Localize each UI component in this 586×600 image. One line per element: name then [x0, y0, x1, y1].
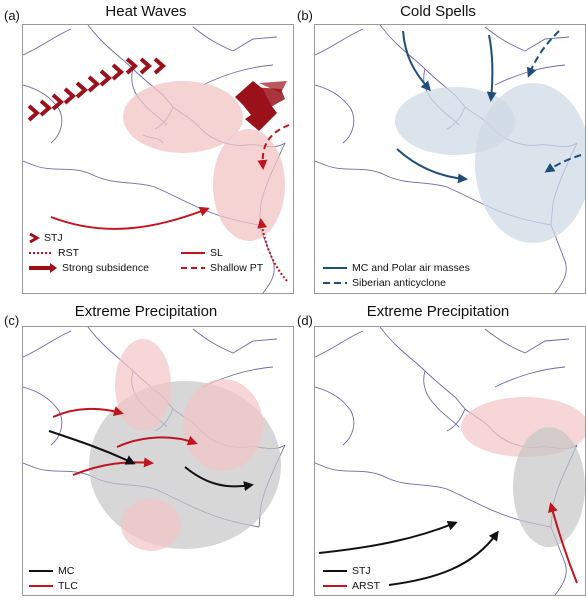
stj-region-levant: [513, 427, 585, 547]
panel-cold-spells: [314, 24, 586, 294]
rst-arrow: [257, 218, 288, 282]
panel-c-title: Extreme Precipitation: [74, 303, 218, 320]
shallow-pt-arrow: [257, 124, 290, 170]
panel-a-title: Heat Waves: [105, 3, 187, 20]
legend-tlc: TLC: [29, 580, 78, 592]
tlc-arrow-2: [72, 457, 154, 476]
mc-arrow-2: [486, 34, 497, 102]
tlc-arrow-3: [116, 435, 198, 448]
siberian-arrow-1: [526, 30, 560, 78]
mc-arrow-2: [184, 466, 254, 492]
map-cold-spells: [315, 25, 585, 293]
stj-arrow-1: [318, 520, 458, 554]
stj-arrow-2: [388, 530, 499, 586]
tlc-region-north: [115, 339, 171, 431]
tlc-region-south: [121, 499, 181, 551]
panel-a-label: (a): [4, 8, 20, 23]
stj-chevrons: [27, 57, 167, 122]
legend-sl: SL: [181, 247, 223, 259]
panel-b-label: (b): [297, 8, 313, 23]
legend-rst: RST: [29, 247, 79, 259]
legend-strong-subsidence: Strong subsidence: [28, 262, 149, 274]
map-heat-waves: [23, 25, 290, 293]
mc-arrow-1: [48, 430, 136, 465]
legend-stj-d: STJ: [323, 565, 371, 577]
legend-siberian-anticyclone: Siberian anticyclone: [323, 277, 446, 289]
legend-stj: STJ: [28, 232, 63, 244]
panel-d-label: (d): [297, 313, 313, 328]
legend-mc: MC: [29, 565, 75, 577]
legend-arst: ARST: [323, 580, 381, 592]
heat-region-levant: [213, 129, 285, 241]
heat-region-aegean: [123, 81, 243, 153]
panel-extreme-precip-d: [314, 326, 586, 596]
siberian-arrow-2: [544, 154, 582, 173]
panel-b-title: Cold Spells: [400, 3, 476, 20]
mc-arrow-1: [402, 30, 431, 92]
legend-mc-polar: MC and Polar air masses: [323, 262, 470, 274]
tlc-arrow-1: [52, 406, 124, 418]
strong-subsidence-arrows: [235, 81, 287, 131]
mc-arrow-3: [396, 148, 468, 184]
cold-region-levant: [475, 83, 585, 243]
map-extreme-precip-d: [315, 327, 585, 595]
panel-heat-waves: [22, 24, 294, 294]
legend-shallow-pt: Shallow PT: [181, 262, 264, 274]
panel-c-label: (c): [4, 313, 20, 328]
arst-arrow: [548, 502, 578, 584]
map-extreme-precip-c: [23, 327, 286, 551]
panel-d-title: Extreme Precipitation: [366, 303, 510, 320]
tlc-region-east: [183, 379, 263, 471]
sl-arrow: [50, 206, 210, 230]
panel-extreme-precip-c: [22, 326, 294, 596]
